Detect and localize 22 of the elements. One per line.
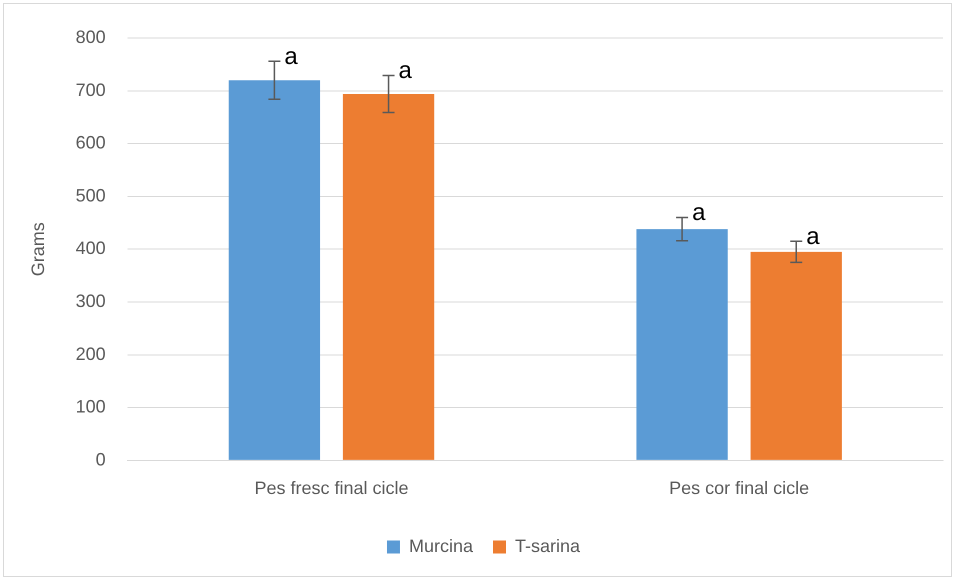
y-tick-label: 700 [76, 80, 106, 100]
y-tick-label: 200 [76, 344, 106, 364]
legend-label: Murcina [408, 536, 474, 556]
annotation: a [284, 42, 298, 70]
y-axis-title: Grams [28, 222, 48, 276]
bar [342, 94, 434, 460]
annotation: a [692, 199, 706, 226]
x-tick-label: Pes cor final cicle [669, 478, 810, 498]
x-tick-label: Pes fresc final cicle [254, 478, 409, 498]
y-tick-label: 800 [76, 26, 106, 47]
legend-label: T-sarina [515, 536, 582, 556]
y-tick-label: 300 [76, 290, 106, 311]
y-tick-label: 0 [96, 449, 106, 470]
bar [228, 80, 320, 460]
annotation: a [398, 57, 413, 84]
y-tick-label: 100 [76, 396, 106, 417]
bar [636, 229, 728, 460]
y-tick-label: 600 [76, 132, 106, 153]
y-tick-label: 500 [76, 185, 106, 206]
bar [750, 252, 842, 460]
y-tick-label: 400 [76, 238, 106, 258]
annotation: a [806, 222, 820, 250]
